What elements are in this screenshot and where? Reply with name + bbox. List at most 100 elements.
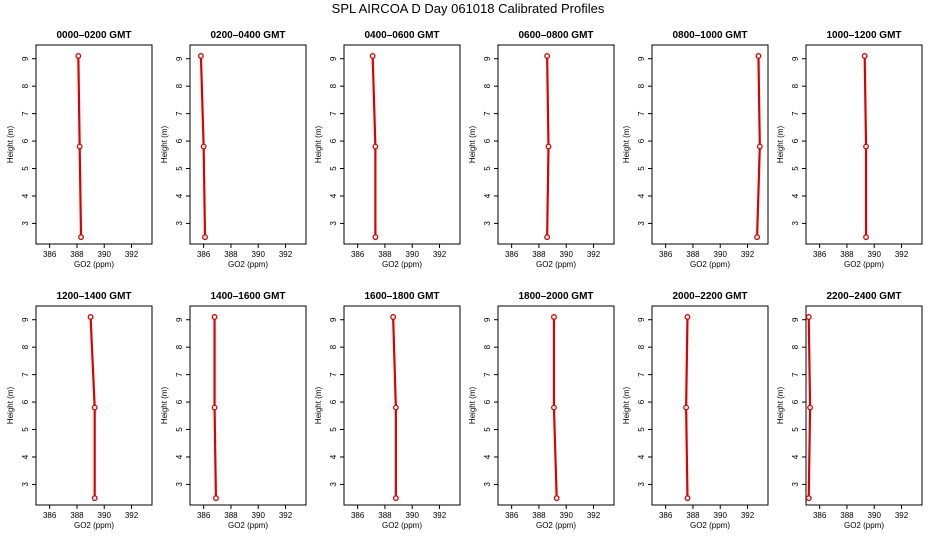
x-tick-label: 386 bbox=[659, 250, 673, 259]
y-tick-label: 9 bbox=[483, 317, 492, 322]
x-tick-label: 388 bbox=[224, 250, 238, 259]
y-tick-label: 8 bbox=[329, 83, 338, 88]
x-tick-label: 388 bbox=[70, 511, 84, 520]
x-tick-label: 386 bbox=[197, 250, 211, 259]
data-point bbox=[551, 404, 557, 411]
y-tick-label: 8 bbox=[175, 83, 184, 88]
y-tick-label: 7 bbox=[791, 111, 800, 116]
data-point bbox=[372, 234, 379, 241]
profile-panel: 0200–0400 GMT 386 388 390 392 GO2 (ppm) 3 4 5 6 7 8… bbox=[160, 30, 307, 269]
data-point bbox=[544, 234, 551, 241]
x-axis-label: GO2 (ppm) bbox=[536, 260, 576, 269]
y-tick-label: 5 bbox=[791, 427, 800, 432]
data-point bbox=[91, 495, 98, 502]
y-tick-label: 3 bbox=[637, 221, 646, 226]
panel-title: 2000–2200 GMT bbox=[672, 291, 747, 302]
data-point bbox=[805, 495, 812, 502]
data-point bbox=[805, 314, 812, 320]
y-tick-label: 7 bbox=[483, 111, 492, 116]
x-axis-label: GO2 (ppm) bbox=[228, 521, 268, 530]
y-axis-label: Height (m) bbox=[622, 125, 631, 163]
x-tick-label: 388 bbox=[532, 250, 546, 259]
y-tick-label: 8 bbox=[483, 344, 492, 349]
x-tick-label: 392 bbox=[125, 250, 139, 259]
y-tick-label: 9 bbox=[329, 317, 338, 322]
y-tick-label: 5 bbox=[175, 166, 184, 171]
y-tick-label: 5 bbox=[637, 427, 646, 432]
y-tick-label: 6 bbox=[329, 399, 338, 404]
y-tick-label: 5 bbox=[329, 166, 338, 171]
y-tick-label: 5 bbox=[637, 166, 646, 171]
data-point bbox=[202, 234, 208, 241]
y-axis-label: Height (m) bbox=[160, 386, 169, 424]
y-tick-label: 6 bbox=[483, 399, 492, 404]
y-tick-label: 7 bbox=[175, 372, 184, 377]
x-tick-label: 388 bbox=[378, 511, 392, 520]
y-tick-label: 6 bbox=[175, 399, 184, 404]
data-point bbox=[369, 53, 376, 59]
y-axis-label: Height (m) bbox=[776, 125, 785, 163]
y-tick-label: 8 bbox=[637, 83, 646, 88]
y-tick-label: 3 bbox=[175, 482, 184, 487]
y-axis-label: Height (m) bbox=[314, 125, 323, 163]
y-tick-label: 9 bbox=[329, 56, 338, 61]
y-tick-label: 7 bbox=[791, 372, 800, 377]
plot-frame bbox=[35, 44, 153, 245]
y-tick-label: 6 bbox=[637, 138, 646, 143]
data-point bbox=[211, 314, 218, 320]
x-tick-label: 386 bbox=[43, 511, 57, 520]
x-axis-label: GO2 (ppm) bbox=[844, 521, 884, 530]
figure-title: SPL AIRCOA D Day 061018 Calibrated Profi… bbox=[332, 1, 605, 16]
y-tick-label: 8 bbox=[21, 344, 30, 349]
panel-title: 0600–0800 GMT bbox=[518, 30, 593, 41]
y-tick-label: 6 bbox=[21, 138, 30, 143]
y-tick-label: 8 bbox=[175, 344, 184, 349]
y-tick-label: 9 bbox=[637, 317, 646, 322]
x-tick-label: 386 bbox=[659, 511, 673, 520]
data-point bbox=[807, 404, 814, 411]
y-tick-label: 9 bbox=[175, 317, 184, 322]
plot-frame bbox=[805, 305, 923, 506]
y-tick-label: 8 bbox=[483, 83, 492, 88]
x-axis-label: GO2 (ppm) bbox=[690, 260, 730, 269]
data-point bbox=[212, 495, 219, 502]
y-tick-label: 6 bbox=[329, 138, 338, 143]
x-tick-label: 388 bbox=[840, 250, 854, 259]
y-tick-label: 7 bbox=[329, 372, 338, 377]
x-axis-label: GO2 (ppm) bbox=[844, 260, 884, 269]
x-axis-label: GO2 (ppm) bbox=[228, 260, 268, 269]
x-tick-label: 386 bbox=[197, 511, 211, 520]
plot-frame bbox=[805, 44, 923, 245]
panel-title: 0000–0200 GMT bbox=[56, 30, 131, 41]
y-tick-label: 9 bbox=[791, 56, 800, 61]
y-tick-label: 9 bbox=[637, 56, 646, 61]
data-point bbox=[197, 53, 204, 59]
x-tick-label: 388 bbox=[840, 511, 854, 520]
y-tick-label: 9 bbox=[175, 56, 184, 61]
y-axis-label: Height (m) bbox=[468, 386, 477, 424]
x-tick-label: 390 bbox=[560, 250, 574, 259]
y-tick-label: 5 bbox=[175, 427, 184, 432]
data-point bbox=[684, 314, 691, 320]
x-tick-label: 392 bbox=[125, 511, 139, 520]
x-tick-label: 392 bbox=[433, 511, 447, 520]
panel-title: 1800–2000 GMT bbox=[518, 291, 593, 302]
x-axis-label: GO2 (ppm) bbox=[74, 521, 114, 530]
x-tick-label: 388 bbox=[70, 250, 84, 259]
y-tick-label: 4 bbox=[483, 193, 492, 198]
x-tick-label: 386 bbox=[813, 511, 827, 520]
y-tick-label: 3 bbox=[637, 482, 646, 487]
y-tick-label: 5 bbox=[483, 166, 492, 171]
profile-panel: 2000–2200 GMT 386 388 390 392 GO2 (ppm) 3 4 5 6 7 8… bbox=[622, 291, 769, 530]
y-tick-label: 4 bbox=[329, 454, 338, 459]
x-tick-label: 390 bbox=[252, 250, 266, 259]
y-tick-label: 5 bbox=[483, 427, 492, 432]
plot-frame bbox=[189, 305, 307, 506]
data-point bbox=[91, 404, 98, 411]
y-tick-label: 4 bbox=[21, 454, 30, 459]
y-tick-label: 7 bbox=[637, 372, 646, 377]
y-tick-label: 4 bbox=[175, 454, 184, 459]
x-tick-label: 390 bbox=[406, 250, 420, 259]
y-tick-label: 9 bbox=[21, 56, 30, 61]
y-tick-label: 4 bbox=[483, 454, 492, 459]
